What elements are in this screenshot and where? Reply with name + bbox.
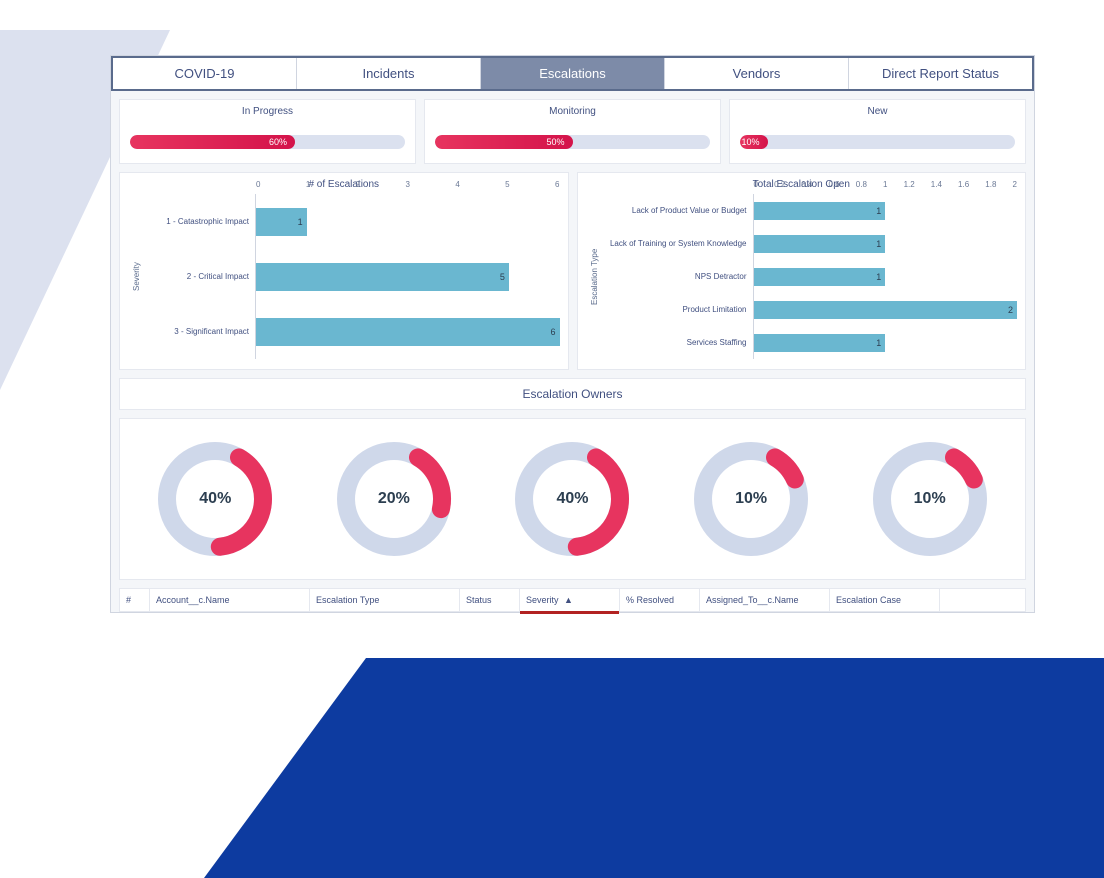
progress-track: 50%	[435, 135, 710, 149]
donut-chart: 20%	[334, 439, 454, 559]
x-tick: 0.8	[856, 180, 867, 189]
progress-track: 10%	[740, 135, 1015, 149]
x-tick: 0.2	[774, 180, 785, 189]
donut-value: 10%	[914, 490, 946, 508]
y-category: Lack of Product Value or Budget	[603, 206, 747, 215]
y-category: 1 - Catastrophic Impact	[145, 217, 249, 226]
y-axis-label: Escalation Type	[586, 194, 603, 359]
progress-track: 60%	[130, 135, 405, 149]
y-categories: 1 - Catastrophic Impact 2 - Critical Impa…	[145, 194, 255, 359]
escalation-type-chart: Total Escalation Open Escalation Type La…	[577, 172, 1027, 370]
x-tick: 1.8	[985, 180, 996, 189]
y-category: 2 - Critical Impact	[145, 272, 249, 281]
x-tick: 0.6	[829, 180, 840, 189]
tab-escalations[interactable]: Escalations	[481, 58, 665, 89]
x-ticks: 0 1 2 3 4 5 6	[256, 180, 560, 189]
table-column-header[interactable]: Severity ▲	[520, 589, 620, 611]
x-tick: 1.2	[904, 180, 915, 189]
progress-title: Monitoring	[435, 106, 710, 117]
charts-row: # of Escalations Severity 1 - Catastroph…	[119, 172, 1026, 370]
progress-value: 50%	[546, 137, 564, 147]
y-category: NPS Detractor	[603, 272, 747, 281]
bar: 6	[256, 318, 560, 346]
x-tick: 4	[455, 180, 459, 189]
chart-plot: 00.20.40.60.811.21.41.61.82 11121	[753, 194, 1018, 359]
donut-chart: 10%	[870, 439, 990, 559]
table-column-header[interactable]: % Resolved	[620, 589, 700, 611]
progress-title: New	[740, 106, 1015, 117]
progress-value: 10%	[741, 137, 759, 147]
y-category: Lack of Training or System Knowledge	[603, 239, 747, 248]
table-column-header[interactable]: Account__c.Name	[150, 589, 310, 611]
y-categories: Lack of Product Value or Budget Lack of T…	[603, 194, 753, 359]
tab-vendors[interactable]: Vendors	[665, 58, 849, 89]
donut-chart: 40%	[512, 439, 632, 559]
donut-chart: 10%	[691, 439, 811, 559]
escalation-owners-header: Escalation Owners	[119, 378, 1026, 410]
bars: 1 5 6	[256, 194, 560, 359]
x-tick: 0	[754, 180, 758, 189]
donut-value: 10%	[735, 490, 767, 508]
x-tick: 1.6	[958, 180, 969, 189]
donuts-row: 40% 20% 40% 10% 10%	[119, 418, 1026, 580]
table-column-header[interactable]: Assigned_To__c.Name	[700, 589, 830, 611]
x-tick: 1	[306, 180, 310, 189]
progress-card-in-progress: In Progress 60%	[119, 99, 416, 164]
donut-value: 40%	[199, 490, 231, 508]
x-tick: 6	[555, 180, 559, 189]
donut-value: 40%	[556, 490, 588, 508]
sort-indicator	[520, 611, 619, 614]
progress-row: In Progress 60% Monitoring 50% New 10%	[119, 99, 1026, 164]
bar: 1	[256, 208, 307, 236]
progress-fill: 60%	[130, 135, 295, 149]
sort-asc-icon: ▲	[564, 595, 573, 605]
x-tick: 5	[505, 180, 509, 189]
progress-card-monitoring: Monitoring 50%	[424, 99, 721, 164]
table-column-header[interactable]: Escalation Type	[310, 589, 460, 611]
y-category: Product Limitation	[603, 305, 747, 314]
bar: 5	[256, 263, 509, 291]
table-column-header[interactable]: Status	[460, 589, 520, 611]
x-tick: 0	[256, 180, 260, 189]
bars: 1 1 1 2 1	[754, 194, 1018, 359]
y-axis-label: Severity	[128, 194, 145, 359]
progress-title: In Progress	[130, 106, 405, 117]
progress-fill: 50%	[435, 135, 573, 149]
background-shape-bottom	[204, 658, 1104, 878]
table-header-row: #Account__c.NameEscalation TypeStatusSev…	[119, 588, 1026, 612]
tab-covid19[interactable]: COVID-19	[113, 58, 297, 89]
dashboard-container: COVID-19 Incidents Escalations Vendors D…	[110, 55, 1035, 613]
bar: 1	[754, 235, 886, 253]
x-tick: 3	[405, 180, 409, 189]
bar: 1	[754, 334, 886, 352]
x-ticks: 0 0.2 0.4 0.6 0.8 1 1.2 1.4 1.6 1.8 2	[754, 180, 1018, 189]
x-tick: 2	[356, 180, 360, 189]
x-tick: 1.4	[931, 180, 942, 189]
bar: 1	[754, 202, 886, 220]
table-column-header[interactable]: Escalation Case	[830, 589, 940, 611]
table-column-header[interactable]: #	[120, 589, 150, 611]
x-tick: 0.4	[801, 180, 812, 189]
y-category: Services Staffing	[603, 338, 747, 347]
bar: 2	[754, 301, 1018, 319]
x-tick: 1	[883, 180, 887, 189]
tab-direct-report-status[interactable]: Direct Report Status	[849, 58, 1032, 89]
progress-card-new: New 10%	[729, 99, 1026, 164]
progress-fill: 10%	[740, 135, 768, 149]
severity-chart: # of Escalations Severity 1 - Catastroph…	[119, 172, 569, 370]
tab-incidents[interactable]: Incidents	[297, 58, 481, 89]
donut-chart: 40%	[155, 439, 275, 559]
y-category: 3 - Significant Impact	[145, 327, 249, 336]
progress-value: 60%	[269, 137, 287, 147]
donut-value: 20%	[378, 490, 410, 508]
bar: 1	[754, 268, 886, 286]
chart-plot: 0123456 156	[255, 194, 560, 359]
x-tick: 2	[1013, 180, 1017, 189]
tab-bar: COVID-19 Incidents Escalations Vendors D…	[111, 56, 1034, 91]
